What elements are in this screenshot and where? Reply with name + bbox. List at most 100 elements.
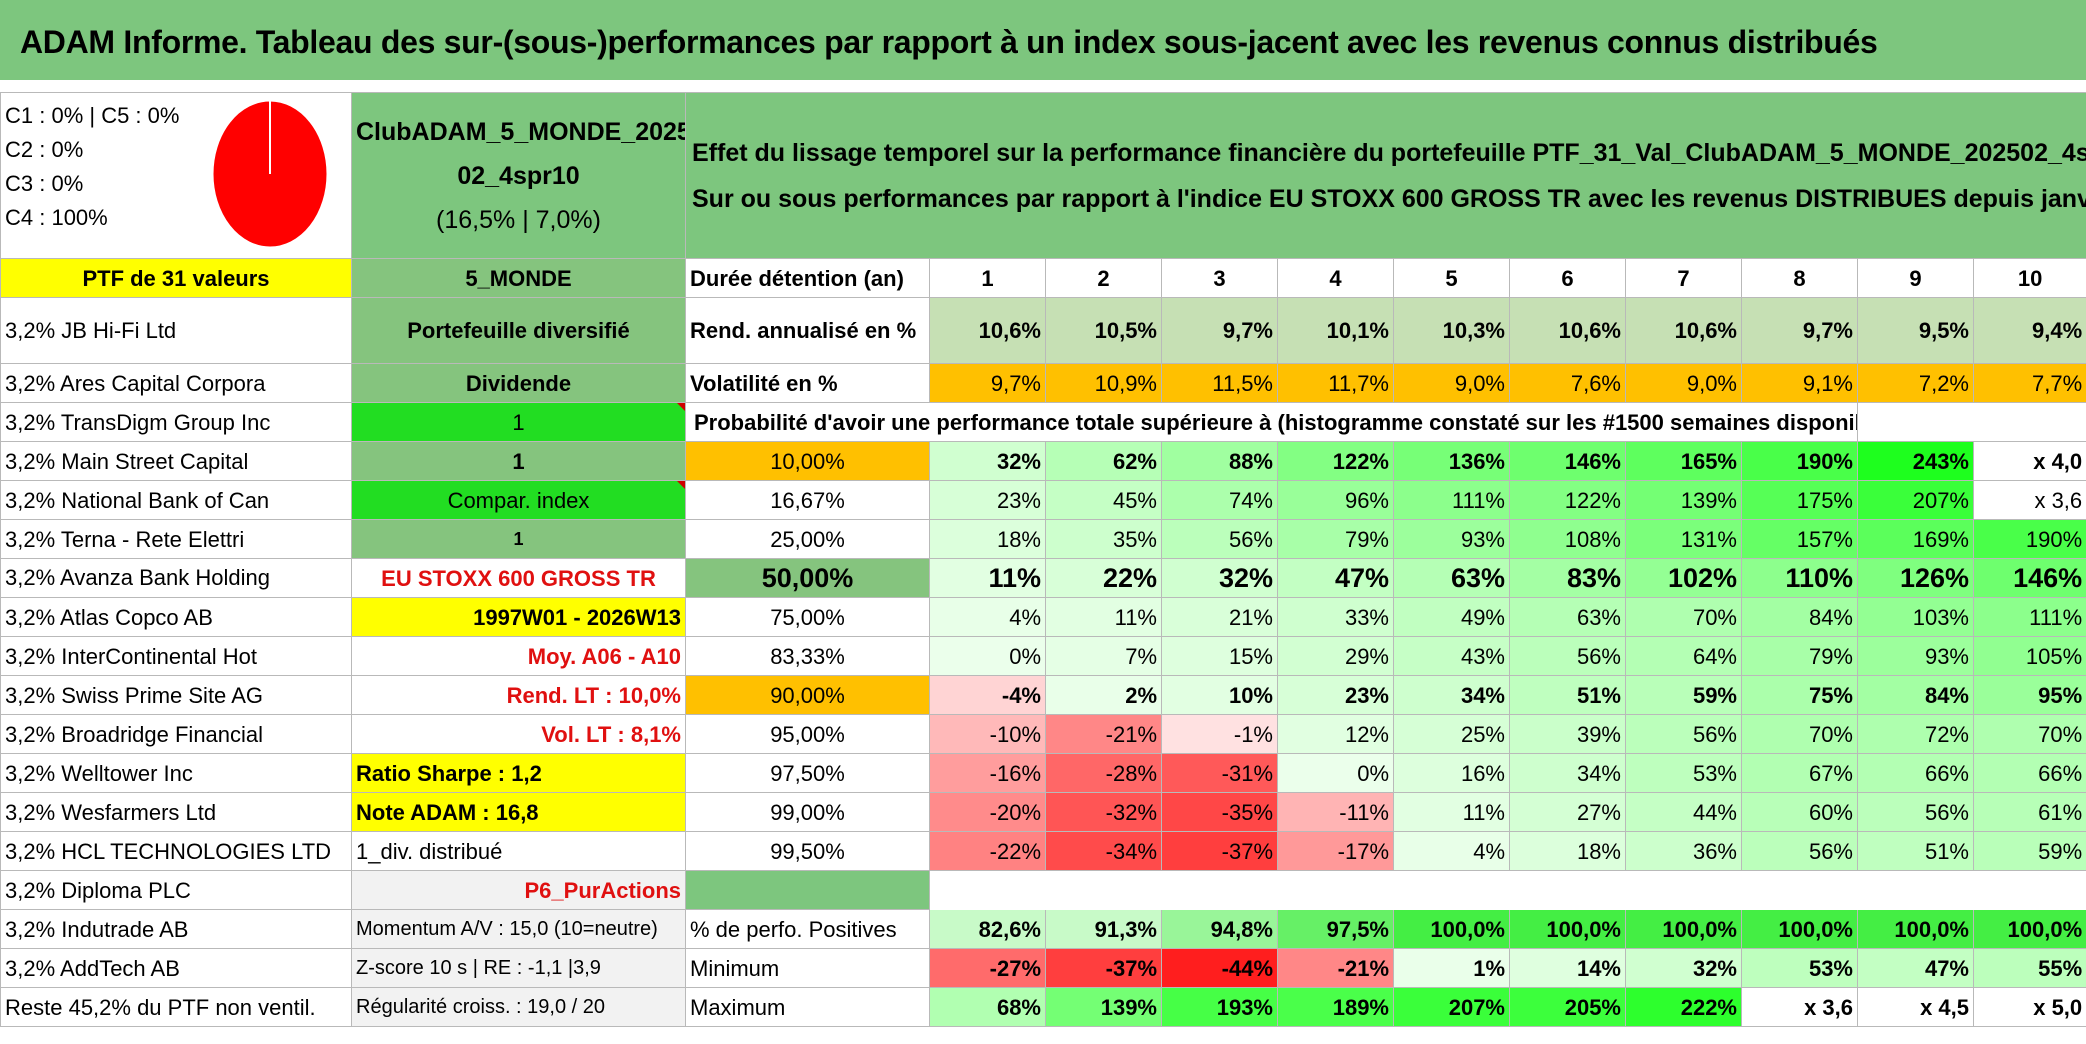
table-row: Reste 45,2% du PTF non ventil. Régularité… (0, 987, 2086, 1027)
return-value: 9,7% (1741, 297, 1858, 364)
volatility-value: 9,0% (1393, 363, 1510, 403)
probability-value: 39% (1509, 714, 1626, 754)
probability-value: 111% (1393, 480, 1510, 520)
probability-value: -35% (1161, 792, 1278, 832)
probability-value: -4% (929, 675, 1046, 715)
probability-value: 11% (1045, 597, 1162, 637)
volatility-value: 11,7% (1277, 363, 1394, 403)
metric-label: Maximum (685, 987, 930, 1027)
probability-value: 126% (1857, 558, 1974, 598)
description-line: Effet du lissage temporel sur la perform… (692, 138, 2086, 167)
minimum-value: 53% (1741, 948, 1858, 988)
volatility-value: 11,5% (1161, 363, 1278, 403)
probability-value: 165% (1625, 441, 1742, 481)
return-value: 10,5% (1045, 297, 1162, 364)
table-row: 3,2% AddTech AB Z-score 10 s | RE : -1,1 … (0, 948, 2086, 988)
info-cell: Compar. index (351, 480, 686, 520)
probability-value: 122% (1509, 480, 1626, 520)
holding-row-label: 3,2% Terna - Rete Elettri (0, 519, 352, 559)
probability-value: 95% (1972, 675, 2086, 715)
percent-positive-value: 82,6% (929, 909, 1046, 949)
probability-value: -34% (1045, 831, 1162, 871)
year-header: 9 (1857, 258, 1974, 298)
percent-positive-value: 100,0% (1857, 909, 1974, 949)
probability-value: 131% (1625, 519, 1742, 559)
table-row: 3,2% Indutrade AB Momentum A/V : 15,0 (10… (0, 909, 2086, 949)
probability-value: 63% (1509, 597, 1626, 637)
probability-value: 10% (1161, 675, 1278, 715)
maximum-value: 139% (1045, 987, 1162, 1027)
probability-value: 88% (1161, 441, 1278, 481)
return-value: 10,6% (1509, 297, 1626, 364)
probability-value: x 4,0 (1972, 441, 2086, 481)
probability-value: 79% (1277, 519, 1394, 559)
info-cell: 1 (351, 402, 686, 442)
probability-value: 190% (1741, 441, 1858, 481)
maximum-value: 205% (1509, 987, 1626, 1027)
table-row: 3,2% Terna - Rete Elettri 1 25,00% 18% 35% 56… (0, 519, 2086, 559)
volatility-value: 9,7% (929, 363, 1046, 403)
probability-value: 43% (1393, 636, 1510, 676)
probability-value: 27% (1509, 792, 1626, 832)
info-cell: 1_div. distribué (351, 831, 686, 871)
probability-value: 83% (1509, 558, 1626, 598)
pie-svg (210, 98, 330, 250)
maximum-value: 68% (929, 987, 1046, 1027)
probability-value: 60% (1741, 792, 1858, 832)
category-line: C1 : 0% | C5 : 0% (5, 103, 180, 128)
probability-value: 175% (1741, 480, 1858, 520)
probability-value: 146% (1972, 558, 2086, 598)
volatility-value: 10,9% (1045, 363, 1162, 403)
probability-value: 56% (1857, 792, 1974, 832)
probability-value: 79% (1741, 636, 1858, 676)
description-cell: Effet du lissage temporel sur la perform… (684, 92, 2086, 259)
probability-value: 70% (1741, 714, 1858, 754)
table-row: 3,2% Diploma PLC P6_PurActions (0, 870, 2086, 910)
probability-threshold: 95,00% (685, 714, 930, 754)
probability-value: 18% (1509, 831, 1626, 871)
table-row: PTF de 31 valeurs 5_MONDE Durée détention … (0, 258, 2086, 298)
minimum-value: 32% (1625, 948, 1742, 988)
probability-value: 59% (1625, 675, 1742, 715)
empty-green-cell (685, 870, 930, 910)
performance-table: C1 : 0% | C5 : 0% C2 : 0% C3 : 0% C4 : 100%… (0, 92, 2086, 1027)
info-cell: Z-score 10 s | RE : -1,1 |3,9 (351, 948, 686, 988)
probability-value: -37% (1161, 831, 1278, 871)
probability-value: -31% (1161, 753, 1278, 793)
year-header: 2 (1045, 258, 1162, 298)
probability-value: 25% (1393, 714, 1510, 754)
portfolio-name-line: 02_4spr10 (457, 161, 580, 190)
volatility-value: 7,6% (1509, 363, 1626, 403)
table-row: 3,2% National Bank of Can Compar. index 16… (0, 480, 2086, 520)
maximum-value: x 3,6 (1741, 987, 1858, 1027)
category-line: C2 : 0% (5, 137, 84, 162)
probability-value: 4% (1393, 831, 1510, 871)
holding-row-label: 3,2% TransDigm Group Inc (0, 402, 352, 442)
table-row: 3,2% TransDigm Group Inc 1 Probabilité d'a… (0, 402, 2086, 442)
probability-value: 146% (1509, 441, 1626, 481)
probability-value: 61% (1972, 792, 2086, 832)
probability-threshold: 83,33% (685, 636, 930, 676)
title-gap (0, 80, 2086, 92)
return-value: 10,3% (1393, 297, 1510, 364)
probability-value: 33% (1277, 597, 1394, 637)
percent-positive-value: 97,5% (1277, 909, 1394, 949)
probability-value: 51% (1509, 675, 1626, 715)
metric-label: Volatilité en % (685, 363, 930, 403)
probability-value: 207% (1857, 480, 1974, 520)
category-pie-chart (208, 96, 332, 252)
holding-row-label: 3,2% InterContinental Hot (0, 636, 352, 676)
probability-value: 0% (1277, 753, 1394, 793)
probability-value: 111% (1972, 597, 2086, 637)
holding-row-label: 3,2% Broadridge Financial (0, 714, 352, 754)
table-row: 3,2% Main Street Capital 1 10,00% 32% 62% 88%… (0, 441, 2086, 481)
info-cell: Note ADAM : 16,8 (351, 792, 686, 832)
probability-value: 56% (1741, 831, 1858, 871)
percent-positive-value: 91,3% (1045, 909, 1162, 949)
return-value: 9,5% (1857, 297, 1974, 364)
description-line: Sur ou sous performances par rapport à l… (692, 184, 2086, 213)
probability-value: 84% (1857, 675, 1974, 715)
maximum-value: x 4,5 (1857, 987, 1974, 1027)
probability-value: 45% (1045, 480, 1162, 520)
probability-value: 93% (1857, 636, 1974, 676)
